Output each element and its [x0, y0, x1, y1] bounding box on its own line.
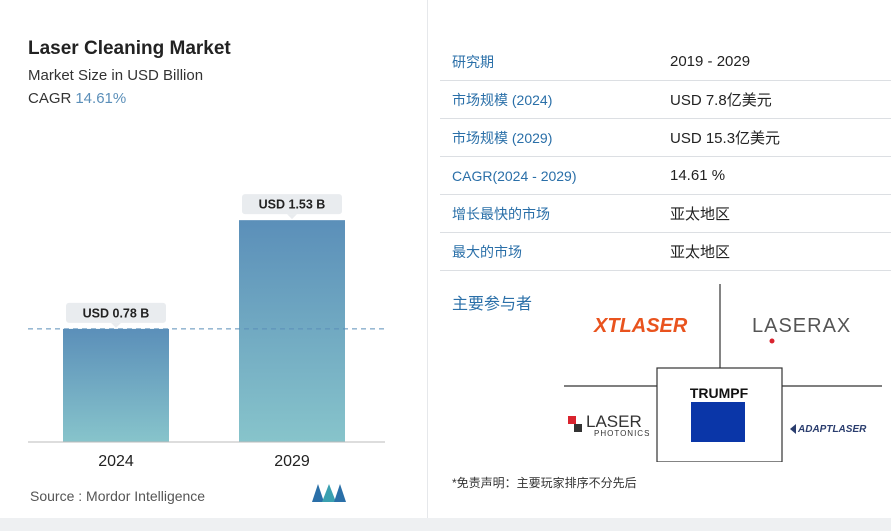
row-value: 2019 - 2029 [670, 53, 751, 70]
row-key: 市场规模 (2024) [452, 91, 553, 108]
xtlaser-logo-text: XTLASER [593, 315, 688, 337]
adaptlaser-logo-icon: ADAPTLASER [790, 424, 867, 435]
table-row: 增长最快的市场 亚太地区 [440, 195, 891, 233]
row-value: 亚太地区 [670, 244, 731, 261]
row-key: 市场规模 (2029) [452, 129, 553, 146]
table-row: 市场规模 (2029) USD 15.3亿美元 [440, 119, 891, 157]
info-card: 研究期 2019 - 2029 市场规模 (2024) USD 7.8亿美元 市… [428, 0, 891, 531]
cagr-label: CAGR [28, 90, 72, 107]
xtlaser-logo-icon: XTLASER [593, 315, 688, 337]
laser-photonics-logo-text-2: PHOTONICS [594, 429, 650, 438]
bottom-strip [0, 518, 891, 531]
row-key: 研究期 [452, 53, 494, 70]
row-key: 最大的市场 [452, 243, 522, 260]
cagr-line: CAGR 14.61% [28, 90, 126, 107]
table-row: 市场规模 (2024) USD 7.8亿美元 [440, 81, 891, 119]
data-label-pointer [111, 322, 121, 328]
cagr-value: 14.61% [75, 90, 127, 107]
table-row: 研究期 2019 - 2029 [440, 43, 891, 81]
adaptlaser-logo-text: ADAPTLASER [797, 424, 867, 435]
row-value: 14.61 % [670, 167, 726, 184]
chart-title: Laser Cleaning Market [28, 38, 231, 59]
table-row: CAGR(2024 - 2029) 14.61 % [440, 157, 891, 195]
data-label-bg [242, 194, 342, 215]
bar-chart: USD 0.78 B 2024 USD 1.53 B 2029 [28, 194, 385, 470]
laser-photonics-logo-icon: LASER PHOTONICS [568, 412, 650, 438]
row-value: USD 7.8亿美元 [670, 92, 772, 109]
trumpf-logo-text: TRUMPF [690, 385, 749, 401]
row-value: USD 15.3亿美元 [670, 130, 781, 147]
key-players-label: 主要参与者 [452, 296, 533, 313]
row-key: CAGR(2024 - 2029) [452, 167, 577, 184]
data-label-pointer [287, 214, 297, 220]
source-note: Source : Mordor Intelligence [30, 488, 206, 504]
bar-2024 [63, 328, 169, 442]
market-summary-table: 研究期 2019 - 2029 市场规模 (2024) USD 7.8亿美元 市… [440, 43, 891, 271]
key-players-grid: XTLASER LASERAX TRUMPF LASER PHOTONICS A… [564, 284, 882, 462]
row-value: 亚太地区 [670, 206, 731, 223]
chart-subtitle: Market Size in USD Billion [28, 67, 204, 84]
disclaimer-text: *免责声明：主要玩家排序不分先后 [452, 476, 637, 490]
mordor-logo-icon [312, 484, 346, 502]
laserax-logo-icon: LASERAX [752, 315, 851, 344]
laser-photonics-logo-text-1: LASER [586, 412, 642, 431]
data-label: USD 0.78 B [83, 306, 150, 320]
trumpf-logo-icon: TRUMPF [690, 385, 749, 442]
x-tick-label: 2029 [274, 453, 310, 470]
chart-card: Laser Cleaning Market Market Size in USD… [0, 0, 428, 531]
data-label: USD 1.53 B [259, 198, 326, 212]
bar-2029 [239, 220, 345, 442]
data-label-bg [66, 302, 166, 323]
row-key: 增长最快的市场 [452, 205, 550, 222]
laserax-logo-text: LASERAX [752, 315, 851, 337]
x-tick-label: 2024 [98, 453, 134, 470]
table-row: 最大的市场 亚太地区 [440, 233, 891, 271]
